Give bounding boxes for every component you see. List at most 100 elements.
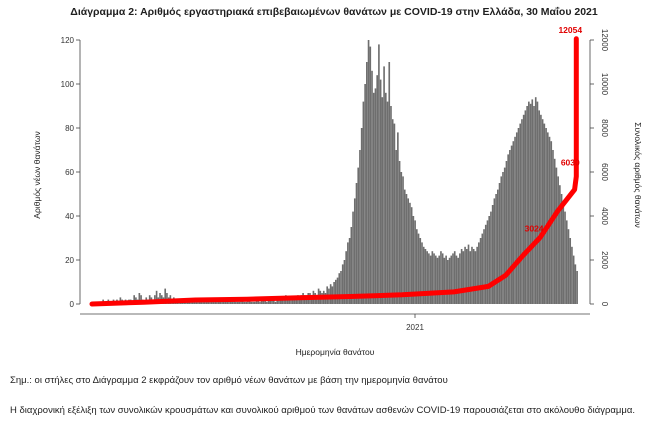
chart-note: Σημ.: οι στήλες στο Διάγραμμα 2 εκφράζου… [10, 375, 448, 386]
bar [407, 198, 410, 304]
bar [576, 271, 578, 304]
bar [164, 288, 167, 304]
bar [293, 299, 296, 304]
y2-tick-label: 8000 [600, 119, 609, 137]
bar [138, 293, 141, 304]
axes-layer [76, 39, 594, 318]
y-axis-title: Αριθμός νέων θανάτων [32, 131, 42, 218]
bar [278, 299, 280, 304]
bar [266, 301, 268, 304]
bar [341, 264, 344, 304]
bar [338, 273, 341, 304]
bar [269, 299, 272, 304]
bar [500, 176, 503, 304]
bar [424, 249, 427, 304]
bar [567, 229, 570, 304]
bar [352, 211, 354, 304]
y2-tick-label: 4000 [600, 207, 609, 225]
bar [426, 251, 428, 304]
bar [286, 297, 289, 304]
y-tick-label: 80 [65, 124, 74, 133]
bar [235, 301, 237, 304]
bar [557, 176, 559, 304]
bar [388, 62, 391, 304]
bar [569, 238, 572, 304]
bar [195, 301, 198, 304]
bar [371, 70, 373, 304]
bar [224, 301, 227, 304]
bar [397, 132, 399, 304]
bar [553, 158, 556, 304]
bar [283, 299, 285, 304]
bar [529, 103, 532, 304]
bar [340, 271, 342, 304]
bar [491, 205, 494, 304]
bar [378, 44, 380, 305]
bar [400, 172, 403, 304]
bar [564, 211, 566, 304]
y2-tick-label: 6000 [600, 163, 609, 181]
bar [353, 198, 356, 304]
bar [488, 216, 491, 304]
bar [236, 301, 239, 304]
bar [417, 233, 420, 304]
bar [305, 297, 308, 304]
bar [241, 299, 244, 304]
bar [191, 301, 194, 304]
bar [202, 301, 204, 304]
bar [355, 183, 358, 304]
bar [140, 295, 142, 304]
bar [155, 290, 158, 304]
y-tick-label: 40 [65, 212, 74, 221]
bar [336, 277, 339, 304]
bar [405, 194, 408, 304]
bar [386, 101, 389, 304]
bar [166, 293, 168, 304]
bar [221, 301, 223, 304]
bar [240, 299, 242, 304]
y-tick-label: 120 [61, 36, 75, 45]
bars-layer [93, 40, 578, 305]
bar [260, 299, 263, 304]
bar [560, 194, 563, 304]
bar [245, 301, 248, 304]
bar [362, 101, 365, 304]
bar [562, 202, 565, 304]
bar [364, 84, 366, 304]
bar [524, 110, 527, 305]
bar [462, 251, 465, 304]
bar [188, 301, 191, 304]
bar [436, 257, 439, 304]
bar [571, 246, 573, 304]
bar [443, 257, 446, 304]
bar [395, 150, 397, 304]
bar [217, 301, 220, 304]
bar [252, 301, 254, 304]
bar [490, 211, 492, 304]
bar [476, 246, 478, 304]
bar [345, 251, 347, 304]
bar [381, 97, 384, 304]
bar [478, 242, 480, 304]
bar [453, 251, 456, 304]
bar [452, 253, 454, 304]
bar [186, 301, 189, 304]
cumulative-line [89, 36, 579, 307]
bar [193, 301, 196, 304]
bar [433, 253, 435, 304]
bar [376, 75, 378, 304]
bar [369, 46, 372, 304]
bar [298, 297, 301, 304]
cumulative-data-label: 3024 [525, 223, 544, 233]
bar [383, 66, 385, 305]
bar [422, 246, 425, 304]
bar [366, 62, 368, 304]
bar [447, 260, 449, 304]
bar [543, 123, 546, 304]
bar [212, 301, 215, 304]
bar [533, 106, 535, 304]
bar [229, 301, 232, 304]
bar [264, 299, 266, 304]
bar [393, 123, 396, 304]
bar [464, 246, 466, 304]
